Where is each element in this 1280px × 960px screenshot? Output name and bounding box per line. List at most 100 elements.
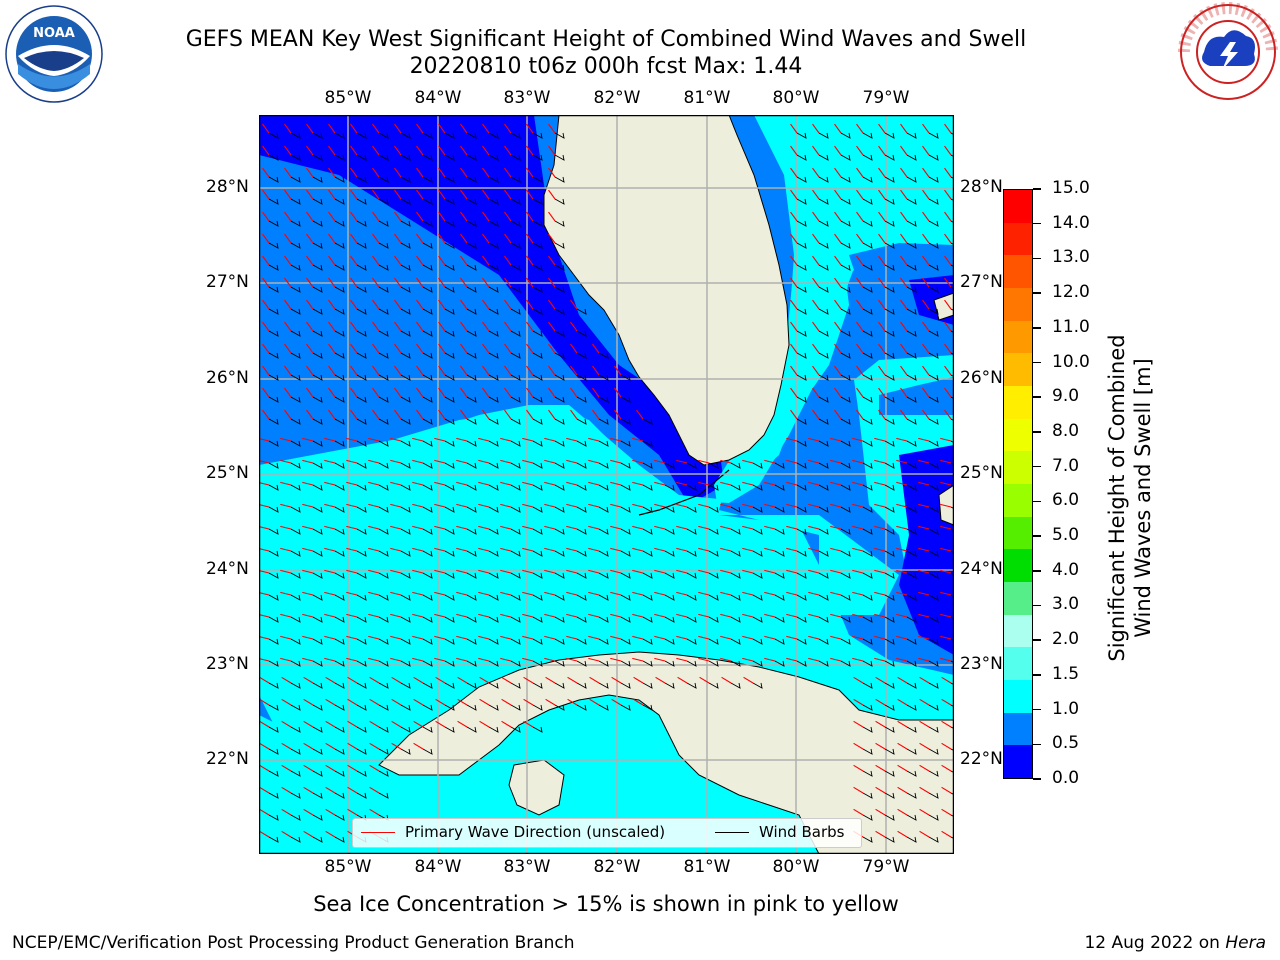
wind-barb xyxy=(268,176,279,183)
wave-direction-arrow xyxy=(478,547,490,552)
wind-barb xyxy=(422,726,433,733)
wind-barb xyxy=(576,638,587,645)
wave-direction-arrow xyxy=(875,742,886,750)
legend-barb-label: Wind Barbs xyxy=(759,823,845,841)
wave-direction-arrow xyxy=(742,503,754,508)
wave-direction-arrow xyxy=(306,299,314,310)
wind-barb xyxy=(334,726,345,733)
colorbar-cell xyxy=(1004,386,1032,419)
wave-direction-arrow xyxy=(281,830,292,838)
wave-direction-arrow xyxy=(919,786,930,794)
wave-direction-arrow xyxy=(435,720,446,728)
wind-barb xyxy=(642,528,653,535)
wind-barb xyxy=(642,506,653,513)
lon-tick-bottom: 81°W xyxy=(683,857,731,877)
wave-direction-arrow xyxy=(900,277,908,288)
wave-direction-arrow xyxy=(504,365,512,376)
wind-barb xyxy=(312,374,323,381)
wind-barb xyxy=(664,506,675,513)
wave-direction-arrow xyxy=(856,233,864,244)
florida-keys xyxy=(638,469,730,516)
wind-barb xyxy=(862,418,873,425)
wind-barb xyxy=(818,220,829,227)
lon-tick-top: 82°W xyxy=(593,88,641,108)
wind-barb xyxy=(510,594,521,601)
wave-direction-arrow xyxy=(610,591,622,596)
wind-barb xyxy=(422,374,433,381)
wind-barb xyxy=(928,154,939,161)
wave-direction-arrow xyxy=(350,167,358,178)
wind-barb xyxy=(356,440,367,447)
wave-direction-arrow xyxy=(632,547,644,552)
wave-direction-arrow xyxy=(281,720,292,728)
wave-direction-arrow xyxy=(896,437,908,442)
wave-direction-arrow xyxy=(676,459,688,464)
wind-barb xyxy=(664,660,675,667)
wave-direction-arrow xyxy=(830,657,842,662)
wave-direction-arrow xyxy=(479,676,490,684)
wave-direction-arrow xyxy=(526,343,534,354)
wave-direction-arrow xyxy=(522,547,534,552)
lon-tick-bottom: 79°W xyxy=(862,857,910,877)
wave-direction-arrow xyxy=(808,591,820,596)
wave-direction-arrow xyxy=(588,437,600,442)
wind-barb xyxy=(400,726,411,733)
wind-barb xyxy=(400,550,411,557)
wind-barb xyxy=(906,836,917,843)
wind-barb xyxy=(796,352,807,359)
wave-direction-arrow xyxy=(853,786,864,794)
wave-direction-arrow xyxy=(368,635,380,640)
wave-direction-arrow xyxy=(654,525,666,530)
wind-barb xyxy=(928,330,939,337)
wave-direction-arrow xyxy=(438,189,446,200)
wind-barb xyxy=(928,308,939,315)
wind-barb xyxy=(510,396,521,403)
wind-barb xyxy=(268,836,279,843)
wave-direction-arrow xyxy=(434,525,446,530)
wind-barb xyxy=(268,440,279,447)
wind-barb xyxy=(400,352,411,359)
wind-barb xyxy=(884,440,895,447)
wave-direction-arrow xyxy=(284,321,292,332)
wave-direction-arrow xyxy=(328,409,336,420)
wind-barb xyxy=(488,352,499,359)
wave-direction-arrow xyxy=(350,343,358,354)
wind-barb xyxy=(708,660,719,667)
wind-barb xyxy=(334,814,345,821)
wave-direction-arrow xyxy=(325,676,336,684)
wave-direction-arrow xyxy=(812,409,820,420)
wind-barb xyxy=(400,264,411,271)
wave-direction-arrow xyxy=(548,167,556,178)
map-legend: Primary Wave Direction (unscaled) Wind B… xyxy=(352,818,862,848)
wind-barb xyxy=(400,506,411,513)
wave-direction-arrow xyxy=(544,459,556,464)
wave-direction-arrow xyxy=(504,387,512,398)
wind-barb xyxy=(400,462,411,469)
wave-direction-arrow xyxy=(456,657,468,662)
wind-barb xyxy=(378,198,389,205)
lat-tick-left: 22°N xyxy=(206,749,249,769)
wave-direction-arrow xyxy=(259,786,270,794)
wave-direction-arrow xyxy=(523,676,534,684)
wind-barb xyxy=(862,484,873,491)
colorbar-tick-label: 7.0 xyxy=(1052,455,1080,476)
wind-barb xyxy=(312,814,323,821)
wind-barb xyxy=(444,418,455,425)
wave-direction-swatch xyxy=(361,831,395,833)
wave-direction-arrow xyxy=(369,676,380,684)
wave-direction-arrow xyxy=(764,657,776,662)
wind-barb xyxy=(378,330,389,337)
wave-direction-arrow xyxy=(698,613,710,618)
wind-barb xyxy=(884,286,895,293)
wave-direction-arrow xyxy=(284,145,292,156)
wave-direction-arrow xyxy=(434,613,446,618)
wave-direction-arrow xyxy=(878,211,886,222)
wind-barb xyxy=(334,594,345,601)
wave-direction-arrow xyxy=(897,698,908,706)
chart-title: GEFS MEAN Key West Significant Height of… xyxy=(185,27,1027,52)
wave-direction-arrow xyxy=(790,343,798,354)
wind-barb xyxy=(928,616,939,623)
wave-direction-arrow xyxy=(570,343,578,354)
wave-direction-arrow xyxy=(280,635,292,640)
wind-barb xyxy=(620,418,631,425)
